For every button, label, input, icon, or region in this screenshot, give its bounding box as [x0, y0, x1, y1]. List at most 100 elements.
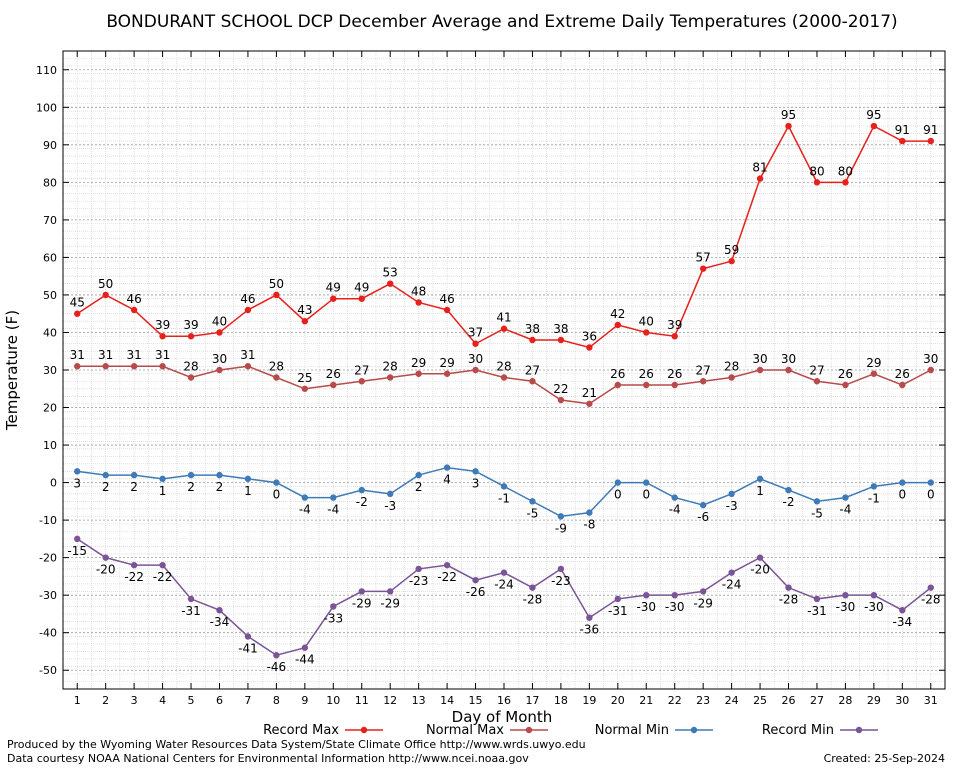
record-max-point	[386, 280, 394, 287]
record-min-data-label: -26	[466, 585, 486, 599]
normal-max-point	[586, 400, 593, 407]
record-max-data-label: 38	[525, 322, 540, 336]
normal-min-point	[102, 471, 109, 479]
normal-max-point	[899, 381, 906, 389]
normal-min-data-label: -8	[583, 518, 595, 532]
y-tick-label: -10	[39, 514, 57, 527]
record-min-data-label: -31	[807, 604, 827, 618]
normal-min-point	[74, 468, 81, 475]
y-tick-label: -50	[39, 664, 57, 677]
normal-min-point	[586, 509, 593, 516]
record-min-point	[614, 595, 622, 603]
normal-min-data-label: 0	[614, 488, 622, 502]
normal-min-data-label: -1	[498, 491, 510, 505]
normal-min-data-label: 1	[159, 484, 167, 498]
record-max-point	[870, 122, 878, 130]
record-min-point	[301, 644, 309, 651]
record-min-point	[500, 569, 508, 576]
record-min-point	[472, 576, 479, 584]
record-min-data-label: -28	[779, 593, 799, 607]
normal-min-point	[643, 479, 650, 486]
x-tick-label: 27	[810, 694, 824, 707]
normal-min-point	[301, 494, 309, 501]
normal-max-data-label: 27	[696, 363, 711, 377]
record-max-point	[130, 306, 138, 314]
record-max-point	[244, 306, 252, 314]
normal-max-data-label: 27	[525, 363, 540, 377]
record-max-point	[614, 321, 622, 329]
x-tick-label: 24	[725, 694, 739, 707]
record-min-point	[842, 591, 849, 599]
x-tick-label: 17	[525, 694, 539, 707]
record-min-data-label: -36	[580, 623, 600, 637]
record-max-point	[643, 329, 650, 336]
x-tick-label: 20	[611, 694, 625, 707]
record-max-point	[102, 291, 109, 299]
record-max-data-label: 50	[269, 277, 284, 291]
x-tick-label: 29	[867, 694, 881, 707]
record-min-point	[529, 584, 536, 591]
record-max-data-label: 53	[383, 266, 398, 280]
record-min-point	[756, 554, 764, 561]
y-tick-label: 20	[43, 402, 57, 415]
normal-min-data-label: -6	[697, 510, 709, 524]
normal-max-data-label: 27	[354, 363, 369, 377]
record-min-point	[358, 588, 365, 595]
normal-max-data-label: 26	[667, 367, 682, 381]
record-min-data-label: -30	[665, 600, 685, 614]
x-tick-label: 10	[326, 694, 340, 707]
record-min-point	[74, 535, 81, 543]
record-max-point	[699, 265, 707, 272]
y-tick-label: 0	[50, 477, 57, 490]
record-max-point	[927, 137, 934, 145]
record-max-point	[842, 179, 849, 186]
normal-max-point	[159, 363, 166, 370]
x-tick-label: 11	[355, 694, 369, 707]
record-max-point	[472, 340, 479, 347]
normal-max-point	[244, 363, 252, 370]
record-max-data-label: 43	[297, 303, 312, 317]
record-min-data-label: -24	[722, 578, 742, 592]
normal-min-point	[244, 475, 252, 483]
normal-max-legend-label: Normal Max	[426, 723, 504, 738]
record-max-data-label: 38	[553, 322, 568, 336]
record-max-point	[500, 325, 508, 332]
record-max-data-label: 91	[923, 123, 938, 137]
normal-min-legend-marker	[690, 726, 698, 734]
normal-max-point	[927, 366, 934, 374]
x-tick-label: 25	[753, 694, 767, 707]
normal-min-point	[614, 479, 622, 486]
record-max-point	[529, 336, 536, 344]
normal-max-point	[358, 378, 365, 385]
x-tick-label: 6	[216, 694, 223, 707]
normal-max-data-label: 30	[212, 352, 227, 366]
record-min-point	[927, 584, 934, 591]
normal-min-point	[472, 468, 479, 475]
x-tick-label: 7	[244, 694, 251, 707]
normal-max-data-label: 29	[866, 356, 881, 370]
normal-max-data-label: 22	[553, 382, 568, 396]
normal-max-data-label: 31	[70, 348, 85, 362]
record-min-data-label: -46	[267, 660, 287, 674]
normal-max-point	[330, 381, 337, 389]
record-min-point	[102, 554, 109, 561]
record-max-data-label: 80	[809, 164, 824, 178]
normal-min-point	[187, 471, 195, 479]
record-max-data-label: 40	[212, 314, 227, 328]
credit-line-1: Produced by the Wyoming Water Resources …	[7, 738, 586, 751]
axis-ticks: -50-40-30-20-100102030405060708090100110…	[36, 51, 945, 707]
record-min-data-label: -44	[295, 653, 315, 667]
normal-max-data-label: 25	[297, 371, 312, 385]
record-min-legend-label: Record Min	[762, 723, 834, 738]
normal-min-point	[899, 479, 906, 486]
normal-min-data-label: -4	[839, 503, 851, 517]
normal-max-data-label: 31	[155, 348, 170, 362]
record-min-data-label: -28	[921, 593, 941, 607]
record-max-point	[187, 333, 195, 340]
normal-min-point	[330, 494, 337, 501]
record-max-data-label: 41	[496, 311, 511, 325]
x-tick-label: 12	[383, 694, 397, 707]
record-max-data-label: 46	[439, 292, 454, 306]
credit-line-2: Data courtesy NOAA National Centers for …	[7, 752, 529, 765]
